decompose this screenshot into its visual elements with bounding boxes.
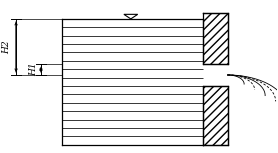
Bar	[203, 13, 228, 64]
Text: H1: H1	[29, 63, 39, 76]
Text: H2: H2	[2, 40, 11, 54]
Bar	[203, 86, 228, 145]
